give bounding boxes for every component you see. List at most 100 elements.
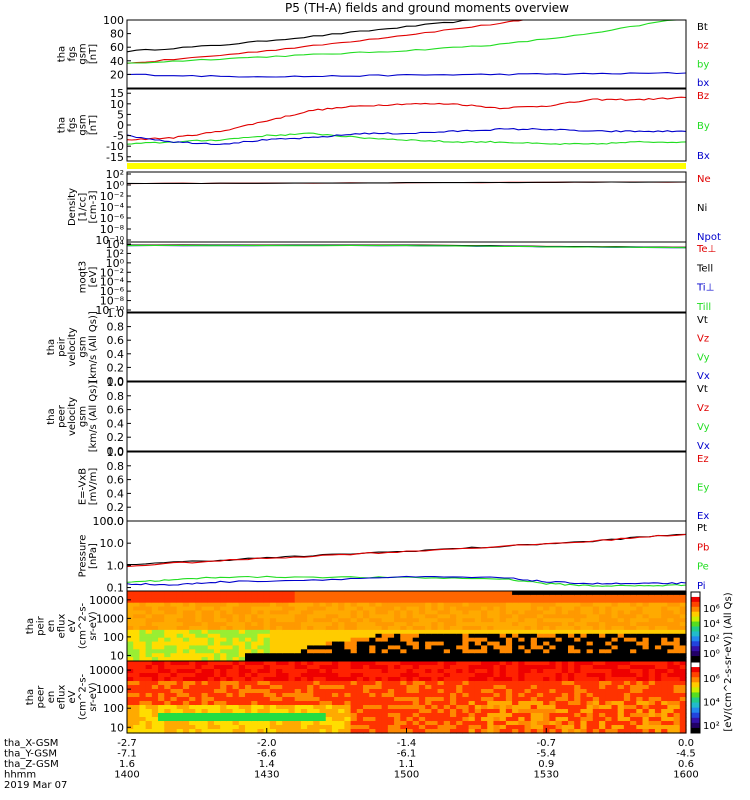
spectrogram-cell xyxy=(232,614,240,619)
spectrogram-cell xyxy=(331,626,339,631)
spectrogram-cell xyxy=(412,641,420,647)
spectrogram-cell xyxy=(133,649,141,654)
spectrogram-cell xyxy=(505,673,513,678)
spectrogram-cell xyxy=(356,618,364,623)
spectrogram-cell xyxy=(381,697,389,702)
spectrogram-cell xyxy=(468,610,476,615)
spectrogram-cell xyxy=(673,725,681,730)
y-tick-label: 10⁻⁴ xyxy=(100,201,125,214)
spectrogram-cell xyxy=(176,629,184,635)
spectrogram-cell xyxy=(623,633,631,639)
y-axis-label-line: (cm^2-s- xyxy=(78,602,89,649)
spectrogram-cell xyxy=(667,610,675,615)
colorbar-swatch xyxy=(691,651,700,657)
spectrogram-cell xyxy=(251,681,259,686)
spectrogram-cell xyxy=(549,677,557,682)
spectrogram-cell xyxy=(164,641,172,647)
spectrogram-cell xyxy=(331,705,339,710)
spectrogram-cell xyxy=(555,645,563,650)
spectrogram-cell xyxy=(561,725,569,730)
spectrogram-cell xyxy=(133,689,141,694)
spectrogram-cell xyxy=(319,689,327,694)
spectrogram-cell xyxy=(338,614,345,619)
spectrogram-cell xyxy=(580,614,588,619)
spectrogram-cell xyxy=(567,618,575,623)
spectrogram-cell xyxy=(176,622,184,627)
spectrogram-cell xyxy=(313,598,321,604)
spectrogram-cell xyxy=(400,673,408,678)
spectrogram-cell xyxy=(375,693,383,698)
spectrogram-cell xyxy=(611,629,619,635)
spectrogram-cell xyxy=(412,633,420,639)
spectrogram-cell xyxy=(406,685,414,690)
spectrogram-cell xyxy=(288,653,296,658)
spectrogram-cell xyxy=(518,701,526,706)
spectrogram-cell xyxy=(611,606,619,612)
spectrogram-cell xyxy=(245,669,252,674)
colorbar-tick-label: 10⁶ xyxy=(703,674,720,685)
spectrogram-cell xyxy=(605,705,613,710)
spectrogram-cell xyxy=(648,641,656,647)
spectrogram-cell xyxy=(338,622,345,627)
spectrogram-cell xyxy=(580,606,588,612)
spectrogram-cell xyxy=(127,693,134,698)
spectrogram-cell xyxy=(375,729,383,734)
spectrogram-cell xyxy=(338,591,345,596)
spectrogram-cell xyxy=(530,661,538,666)
spectrogram-cell xyxy=(195,598,203,604)
spectrogram-cell xyxy=(654,653,662,658)
spectrogram-cell xyxy=(164,622,172,627)
spectrogram-cell xyxy=(580,610,588,615)
spectrogram-cell xyxy=(257,721,265,726)
spectrogram-cell xyxy=(462,701,470,706)
spectrogram-cell xyxy=(170,685,178,690)
spectrogram-cell xyxy=(518,677,526,682)
spectrogram-cell xyxy=(145,614,153,619)
spectrogram-cell xyxy=(127,591,134,596)
spectrogram-cell xyxy=(443,618,451,623)
spectrogram-cell xyxy=(251,713,259,718)
spectrogram-cell xyxy=(195,657,203,662)
spectrogram-cell xyxy=(505,633,513,639)
spectrogram-cell xyxy=(369,622,377,627)
colorbar-swatch xyxy=(691,672,700,678)
spectrogram-cell xyxy=(518,713,526,718)
spectrogram-cell xyxy=(307,661,314,666)
spectrogram-cell xyxy=(127,713,134,718)
spectrogram-cell xyxy=(630,725,637,730)
spectrogram-cell xyxy=(437,665,445,670)
spectrogram-cell xyxy=(468,689,476,694)
spectrogram-cell xyxy=(189,598,196,604)
spectrogram-cell xyxy=(151,594,159,600)
spectrogram-cell xyxy=(654,629,662,635)
spectrogram-cell xyxy=(673,633,681,639)
spectrogram-cell xyxy=(661,729,668,734)
spectrogram-cell xyxy=(319,673,327,678)
spectrogram-cell xyxy=(505,677,513,682)
spectrogram-cell xyxy=(437,705,445,710)
spectrogram-cell xyxy=(226,689,234,694)
spectrogram-cell xyxy=(338,725,345,730)
spectrogram-cell xyxy=(449,602,457,608)
spectrogram-cell xyxy=(381,618,389,623)
spectrogram-cell xyxy=(307,701,314,706)
spectrogram-cell xyxy=(636,633,644,639)
spectrogram-cell xyxy=(437,614,445,619)
spectrogram-cell xyxy=(325,602,333,608)
spectrogram-cell xyxy=(418,633,426,639)
spectrogram-cell xyxy=(630,649,637,654)
spectrogram-cell xyxy=(543,669,550,674)
spectrogram-cell xyxy=(574,618,582,623)
spectrogram-cell xyxy=(331,709,339,714)
spectrogram-cell xyxy=(654,610,662,615)
spectrogram-cell xyxy=(667,606,675,612)
spectrogram-cell xyxy=(481,633,488,639)
spectrogram-cell xyxy=(269,729,277,734)
spectrogram-cell xyxy=(586,701,594,706)
spectrogram-cell xyxy=(561,673,569,678)
spectrogram-cell xyxy=(325,685,333,690)
spectrogram-cell xyxy=(145,717,153,722)
spectrogram-cell xyxy=(251,653,259,658)
spectrogram-cell xyxy=(313,689,321,694)
spectrogram-cell xyxy=(642,685,650,690)
